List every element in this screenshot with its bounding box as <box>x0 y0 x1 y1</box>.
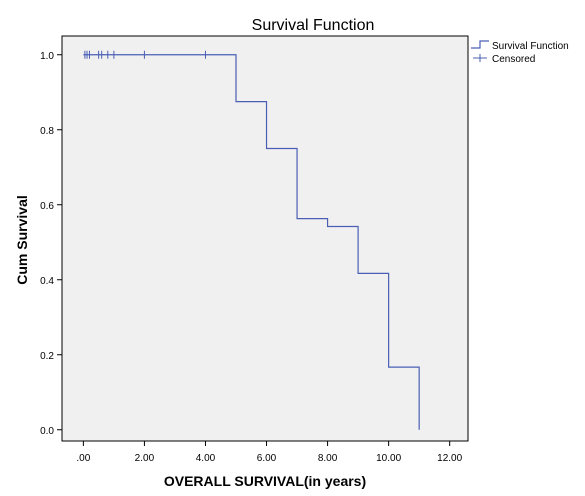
x-tick-label: 8.00 <box>318 453 338 464</box>
chart-title: Survival Function <box>252 17 375 34</box>
y-tick-label: 1.0 <box>40 51 54 62</box>
x-tick-label: 2.00 <box>135 453 155 464</box>
x-axis-label: OVERALL SURVIVAL(in years) <box>164 473 366 489</box>
y-axis-label: Cum Survival <box>14 195 30 284</box>
survival-step-line <box>83 54 420 430</box>
legend-label-survival: Survival Function <box>492 41 569 52</box>
x-tick-label: 10.00 <box>376 453 401 464</box>
y-tick-label: 0.0 <box>40 426 54 437</box>
y-axis: 0.0 0.2 0.4 0.6 0.8 1.0 <box>40 51 62 437</box>
y-tick-label: 0.6 <box>40 201 54 212</box>
x-axis: .00 2.00 4.00 6.00 8.00 10.00 12.00 <box>76 441 463 464</box>
x-tick-label: .00 <box>76 453 90 464</box>
legend: Survival Function Censored <box>471 40 569 65</box>
y-tick-label: 0.4 <box>40 276 54 287</box>
plot-area <box>61 35 469 442</box>
series-layer <box>83 50 420 430</box>
legend-label-censored: Censored <box>492 54 535 65</box>
x-tick-label: 6.00 <box>257 453 277 464</box>
y-tick-label: 0.8 <box>40 126 54 137</box>
x-tick-label: 4.00 <box>196 453 216 464</box>
x-tick-label: 12.00 <box>437 453 462 464</box>
y-tick-label: 0.2 <box>40 351 54 362</box>
legend-step-symbol <box>471 40 489 49</box>
